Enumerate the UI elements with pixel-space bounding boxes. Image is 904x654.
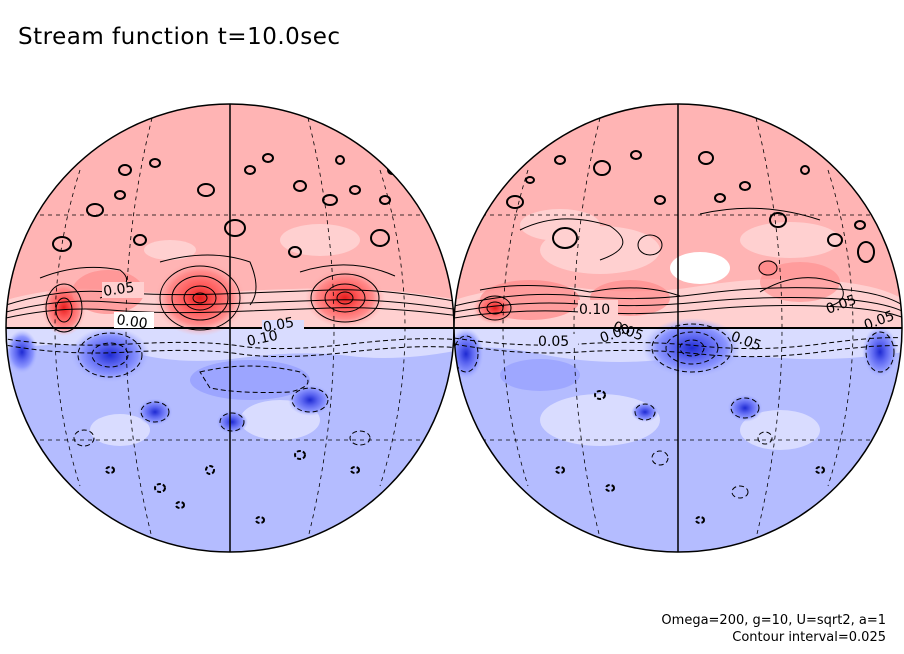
right-light-patch: [740, 222, 840, 258]
left-vortex-pos: [154, 260, 246, 336]
contour-label: 0.05: [262, 315, 295, 336]
left-vortex-neg: [216, 410, 248, 434]
contour-interval-text: Contour interval=0.025: [732, 630, 886, 645]
contour-label: 0.05: [538, 334, 569, 350]
figure-title: Stream function t=10.0sec: [18, 24, 341, 50]
contour-label: 0.10: [579, 302, 610, 318]
right-vortex-neg: [862, 326, 898, 378]
right-positive-contours: [454, 207, 902, 321]
right-vortex-neg: [642, 318, 742, 378]
left-negative-contours: [6, 332, 454, 447]
right-hemisphere-outline: [453, 103, 903, 553]
parameters-text: Omega=200, g=10, U=sqrt2, a=1: [661, 613, 886, 628]
right-vortex-pos: [760, 262, 840, 302]
right-light-patch: [540, 394, 660, 446]
left-vortex-neg: [190, 360, 310, 400]
left-light-patch: [280, 224, 360, 256]
right-light-patch: [670, 252, 730, 284]
right-vortex-neg: [631, 402, 659, 422]
figure-footer: Omega=200, g=10, U=sqrt2, a=1 Contour in…: [661, 612, 886, 646]
right-light-patch: [520, 209, 600, 241]
left-vortex-neg: [6, 330, 38, 374]
right-vortex-pos: [758, 260, 778, 276]
contour-label: 0.10: [246, 328, 280, 350]
left-vortex-neg: [137, 398, 173, 426]
right-negative-contours: [454, 323, 902, 499]
left-small-negative-eddies: [105, 450, 360, 524]
left-light-patch: [90, 414, 150, 446]
right-vortex-neg: [727, 394, 763, 422]
right-light-patch: [740, 410, 820, 450]
right-vortex-neg: [500, 359, 580, 391]
right-small-negative-eddies: [555, 390, 825, 524]
right-small-positive-eddies: [506, 150, 875, 263]
left-vortex-pos: [305, 268, 385, 328]
left-small-positive-eddies: [52, 153, 397, 258]
left-vortex-neg: [288, 384, 332, 416]
left-light-patch: [144, 240, 196, 260]
contour-label: 0.00: [115, 312, 148, 332]
left-vortex-neg: [70, 327, 150, 383]
contour-labels: 0.05 0.00 0.05 0.10 0.10 0.05 0.00 0.05 …: [102, 280, 897, 354]
contour-label: 0.05: [102, 280, 135, 300]
left-hemisphere: [6, 104, 454, 552]
